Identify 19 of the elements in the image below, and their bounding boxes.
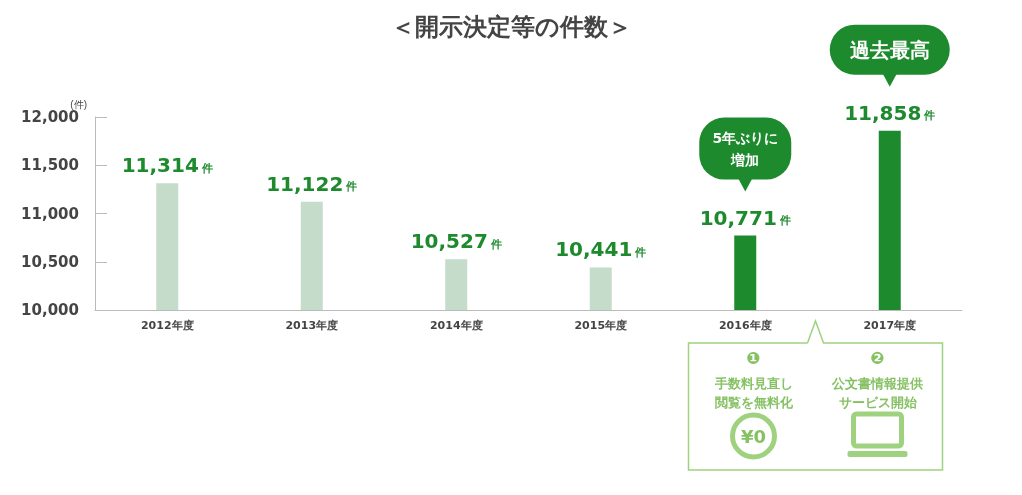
text: 公文書情報提供サービス開始 xyxy=(831,376,923,410)
y-tick-label: 10,500 xyxy=(21,252,79,271)
y-tick-label: 10,000 xyxy=(21,301,79,319)
text: ¥0 xyxy=(740,425,767,447)
x-tick-label: 2014年度 xyxy=(429,319,483,332)
x-tick-label: 2013年度 xyxy=(285,319,339,332)
x-tick-label: 2015年度 xyxy=(574,319,628,332)
y-axis-title: (件) xyxy=(70,99,87,111)
y-tick-label: 11,000 xyxy=(21,204,79,223)
x-tick-label: 2017年度 xyxy=(863,319,917,332)
annotation: 5年ぶりに増加 xyxy=(712,129,779,168)
text: 過去最高 xyxy=(848,37,930,62)
text: ❶ xyxy=(746,348,761,368)
text: 手数料見直し閲覧を無料化 xyxy=(713,376,794,410)
x-tick-label: 2016年度 xyxy=(718,319,772,332)
x-tick-label: 2012年度 xyxy=(140,319,194,332)
chart-title: ＜開示決定等の件数＞ xyxy=(390,13,632,41)
y-tick-label: 11,500 xyxy=(21,156,79,175)
text: ❷ xyxy=(870,348,885,368)
